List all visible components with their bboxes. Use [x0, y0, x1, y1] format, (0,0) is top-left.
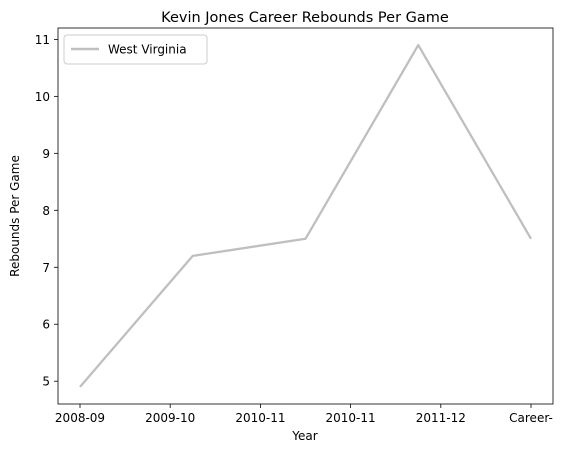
y-tick-label: 6	[42, 318, 50, 332]
y-tick-label: 9	[42, 147, 50, 161]
y-axis: 5 6 7 8 9 10 11	[35, 33, 58, 389]
x-tick-label: 2010-11	[326, 411, 376, 425]
series-line-west-virginia	[79, 43, 532, 388]
chart-title: Kevin Jones Career Rebounds Per Game	[161, 10, 449, 26]
legend: West Virginia	[63, 34, 208, 65]
y-tick-label: 10	[35, 90, 50, 104]
y-tick-label: 7	[42, 261, 50, 275]
y-tick-label: 8	[42, 204, 50, 218]
y-tick-label: 5	[42, 375, 50, 389]
legend-label-west-virginia: West Virginia	[108, 43, 187, 57]
x-tick-label: 2009-10	[145, 411, 195, 425]
x-axis-label: Year	[291, 429, 317, 443]
x-tick-label: 2010-11	[235, 411, 285, 425]
y-axis-label: Rebounds Per Game	[8, 155, 22, 277]
x-tick-label: 2011-12	[416, 411, 466, 425]
series-layer	[79, 43, 532, 388]
x-tick-label: 2008-09	[55, 411, 105, 425]
x-tick-label: Career-	[509, 411, 553, 425]
plot-area-frame	[57, 27, 554, 405]
y-tick-label: 11	[35, 33, 50, 47]
legend-box	[63, 34, 208, 65]
x-axis: 2008-09 2009-10 2010-11 2010-11 2011-12 Caree…	[55, 404, 553, 425]
